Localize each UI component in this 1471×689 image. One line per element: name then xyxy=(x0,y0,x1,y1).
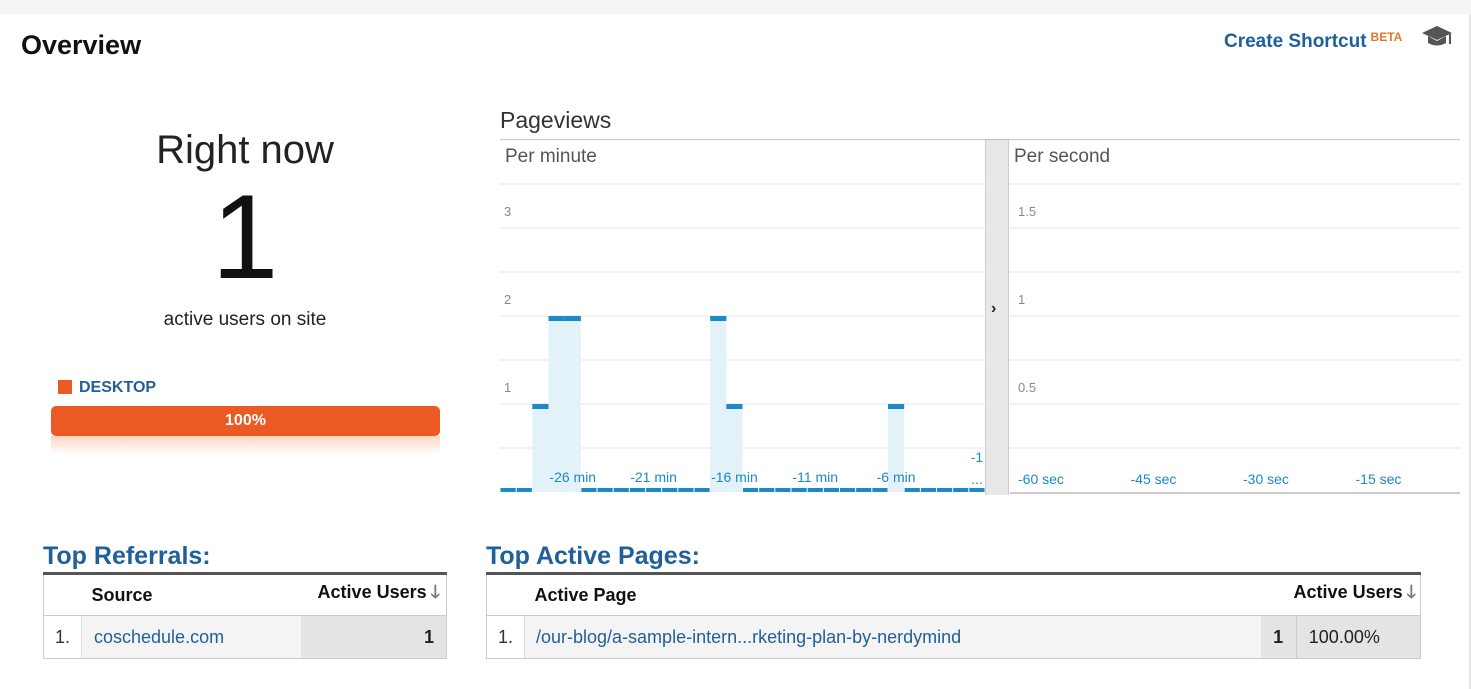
bar-top xyxy=(726,404,743,409)
create-shortcut-label[interactable]: Create Shortcut xyxy=(1224,31,1367,52)
active-users-cell: 1 xyxy=(1260,615,1297,659)
bar-baseline xyxy=(581,488,597,492)
bar-baseline xyxy=(516,488,532,492)
bar-baseline xyxy=(969,488,985,492)
y-tick-label: 2 xyxy=(504,292,511,307)
bar-fill xyxy=(726,404,743,492)
x-tick-label: -16 min xyxy=(711,469,758,485)
bar-baseline xyxy=(694,488,710,492)
table-row: 1. /our-blog/a-sample-intern...rketing-p… xyxy=(486,615,1421,659)
bar-fill xyxy=(532,404,549,492)
create-shortcut-link[interactable]: Create Shortcut BETA xyxy=(1224,30,1402,53)
active-users-count: 1 xyxy=(211,170,279,304)
bar-baseline xyxy=(920,488,936,492)
bar-fill xyxy=(888,404,905,492)
bar-baseline xyxy=(953,488,969,492)
bar-top xyxy=(532,404,549,409)
chart-expand-handle[interactable]: › xyxy=(985,140,1009,495)
bar-baseline xyxy=(904,488,920,492)
bar-baseline xyxy=(500,488,516,492)
bar-baseline xyxy=(840,488,856,492)
y-tick-label: 0.5 xyxy=(1018,380,1036,395)
source-cell: coschedule.com xyxy=(81,615,301,659)
index-header xyxy=(486,573,525,616)
active-users-percent-cell: 100.00% xyxy=(1296,615,1421,659)
arrow-down-icon[interactable]: 🡓 xyxy=(1406,582,1416,602)
bar-baseline xyxy=(662,488,678,492)
source-header: Source xyxy=(81,573,301,616)
y-tick-label: 3 xyxy=(504,204,511,219)
arrow-down-icon[interactable]: 🡓 xyxy=(430,582,440,602)
top-referrals-table: Source Active Users 🡓 1. coschedule.com 1 xyxy=(43,572,447,659)
active-users-cell: 1 xyxy=(300,615,447,659)
scrollbar[interactable] xyxy=(1469,14,1471,689)
x-tick-label-continued: ... xyxy=(971,471,983,487)
bar-baseline xyxy=(759,488,775,492)
active-users-header[interactable]: Active Users 🡓 xyxy=(1260,573,1421,616)
x-tick-label: -60 sec xyxy=(1018,471,1064,487)
graduation-cap-icon[interactable] xyxy=(1420,24,1454,50)
bar-top xyxy=(548,316,565,321)
x-tick-label: -6 min xyxy=(877,469,916,485)
beta-badge: BETA xyxy=(1370,30,1403,44)
row-index: 1. xyxy=(43,615,82,659)
bar-baseline xyxy=(743,488,759,492)
per-second-label: Per second xyxy=(1014,146,1111,167)
per-minute-label: Per minute xyxy=(505,146,597,167)
bar-baseline xyxy=(856,488,872,492)
bar-baseline xyxy=(613,488,629,492)
bar-baseline xyxy=(791,488,807,492)
bar-fill xyxy=(548,316,565,492)
bar-fill xyxy=(564,316,581,492)
active-users-header-label[interactable]: Active Users xyxy=(317,582,427,602)
y-tick-label: 1 xyxy=(504,380,511,395)
chevron-right-icon: › xyxy=(991,300,997,317)
device-share-percent: 100% xyxy=(225,412,266,429)
bar-baseline xyxy=(597,488,613,492)
row-index: 1. xyxy=(486,615,525,659)
top-active-pages-title: Top Active Pages: xyxy=(486,542,700,570)
right-now-label: Right now xyxy=(156,128,334,172)
bar-baseline xyxy=(646,488,662,492)
pageviews-title: Pageviews xyxy=(500,107,612,133)
desktop-legend-label[interactable]: DESKTOP xyxy=(79,379,157,396)
bar-baseline xyxy=(937,488,953,492)
x-tick-label: -30 sec xyxy=(1243,471,1289,487)
x-tick-label: -26 min xyxy=(549,469,596,485)
x-tick-label: -11 min xyxy=(792,469,838,485)
bar-baseline xyxy=(629,488,645,492)
top-bar xyxy=(0,0,1471,14)
bar-baseline xyxy=(823,488,839,492)
active-page-header: Active Page xyxy=(524,573,1261,616)
x-tick-label: -15 sec xyxy=(1356,471,1402,487)
bar-top xyxy=(888,404,905,409)
x-tick-label: -21 min xyxy=(630,469,677,485)
page-title: Overview xyxy=(21,30,142,60)
x-tick-label: -45 sec xyxy=(1131,471,1177,487)
bar-top xyxy=(564,316,581,321)
device-share-bar[interactable]: 100% xyxy=(51,406,440,436)
active-page-link[interactable]: /our-blog/a-sample-intern...rketing-plan… xyxy=(536,626,962,647)
device-bar-reflection xyxy=(51,436,440,454)
index-header xyxy=(43,573,82,616)
bar-top xyxy=(710,316,727,321)
active-users-subtitle: active users on site xyxy=(163,309,327,330)
table-row: 1. coschedule.com 1 xyxy=(43,615,447,659)
bar-fill xyxy=(710,316,727,492)
source-link[interactable]: coschedule.com xyxy=(94,626,225,647)
active-page-cell: /our-blog/a-sample-intern...rketing-plan… xyxy=(524,615,1261,659)
bar-baseline xyxy=(807,488,823,492)
bar-baseline xyxy=(775,488,791,492)
y-tick-label: 1 xyxy=(1018,292,1025,307)
top-active-pages-table: Active Page Active Users 🡓 1. /our-blog/a… xyxy=(486,572,1421,659)
active-users-header[interactable]: Active Users 🡓 xyxy=(300,573,447,616)
bar-baseline xyxy=(678,488,694,492)
active-users-header-label[interactable]: Active Users xyxy=(1293,582,1403,602)
x-tick-label: -1 xyxy=(971,449,984,465)
y-tick-label: 1.5 xyxy=(1018,204,1036,219)
desktop-legend-swatch xyxy=(58,380,72,394)
bar-baseline xyxy=(872,488,888,492)
top-referrals-title: Top Referrals: xyxy=(43,542,211,570)
